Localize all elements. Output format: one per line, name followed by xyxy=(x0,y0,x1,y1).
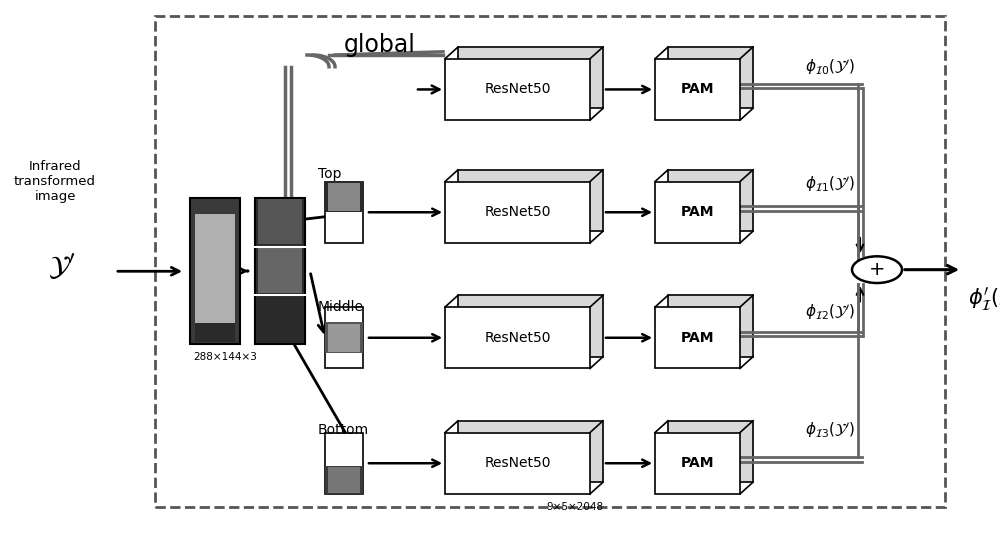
Text: PAM: PAM xyxy=(681,456,714,470)
Bar xyxy=(195,323,235,342)
Bar xyxy=(258,199,302,244)
Text: ResNet50: ResNet50 xyxy=(484,205,551,219)
Text: $\mathcal{Y}^{\prime}$: $\mathcal{Y}^{\prime}$ xyxy=(48,252,76,282)
Text: Bottom: Bottom xyxy=(318,423,369,437)
Bar xyxy=(328,183,360,211)
Bar xyxy=(458,47,603,108)
Text: Middle: Middle xyxy=(318,300,364,314)
Text: ResNet50: ResNet50 xyxy=(484,331,551,345)
Bar xyxy=(458,170,603,231)
Text: $\phi^{\prime}_{\mathcal{I}}(\mathcal{Y}^{\prime})$: $\phi^{\prime}_{\mathcal{I}}(\mathcal{Y}… xyxy=(968,285,1000,313)
Bar xyxy=(325,433,363,494)
Text: +: + xyxy=(869,260,885,279)
Bar xyxy=(668,170,753,231)
Bar xyxy=(195,214,235,323)
Bar xyxy=(655,59,740,120)
Bar xyxy=(325,307,363,368)
Text: $\phi_{\mathcal{I}0}(\mathcal{Y}^{\prime})$: $\phi_{\mathcal{I}0}(\mathcal{Y}^{\prime… xyxy=(805,57,855,76)
Text: PAM: PAM xyxy=(681,331,714,345)
Bar xyxy=(445,182,590,243)
Bar xyxy=(325,323,363,353)
Text: 288×144×3: 288×144×3 xyxy=(193,352,257,363)
Bar xyxy=(655,307,740,368)
Bar xyxy=(325,182,363,212)
Text: ResNet50: ResNet50 xyxy=(484,456,551,470)
Bar xyxy=(328,467,360,493)
Bar xyxy=(655,433,740,494)
Text: PAM: PAM xyxy=(681,82,714,97)
Bar xyxy=(445,59,590,120)
Bar xyxy=(668,47,753,108)
Bar xyxy=(458,421,603,482)
Bar xyxy=(668,295,753,357)
Text: global: global xyxy=(344,34,416,57)
Bar xyxy=(190,198,240,344)
Circle shape xyxy=(852,256,902,283)
Bar xyxy=(325,466,363,494)
Text: PAM: PAM xyxy=(681,205,714,219)
Text: Infrared
transformed
image: Infrared transformed image xyxy=(14,160,96,203)
Text: $\phi_{\mathcal{I}3}(\mathcal{Y}^{\prime})$: $\phi_{\mathcal{I}3}(\mathcal{Y}^{\prime… xyxy=(805,420,855,439)
Text: 9×5×2048: 9×5×2048 xyxy=(546,502,604,512)
Text: Top: Top xyxy=(318,167,342,180)
Bar xyxy=(655,182,740,243)
Bar xyxy=(668,421,753,482)
Text: $\phi_{\mathcal{I}2}(\mathcal{Y}^{\prime})$: $\phi_{\mathcal{I}2}(\mathcal{Y}^{\prime… xyxy=(805,303,855,322)
Bar xyxy=(458,295,603,357)
Bar xyxy=(258,248,302,293)
Bar xyxy=(328,324,360,352)
Bar xyxy=(445,433,590,494)
Bar xyxy=(325,182,363,243)
Bar xyxy=(445,307,590,368)
Bar xyxy=(255,198,305,344)
Text: ResNet50: ResNet50 xyxy=(484,82,551,97)
Text: $\phi_{\mathcal{I}1}(\mathcal{Y}^{\prime})$: $\phi_{\mathcal{I}1}(\mathcal{Y}^{\prime… xyxy=(805,175,855,194)
